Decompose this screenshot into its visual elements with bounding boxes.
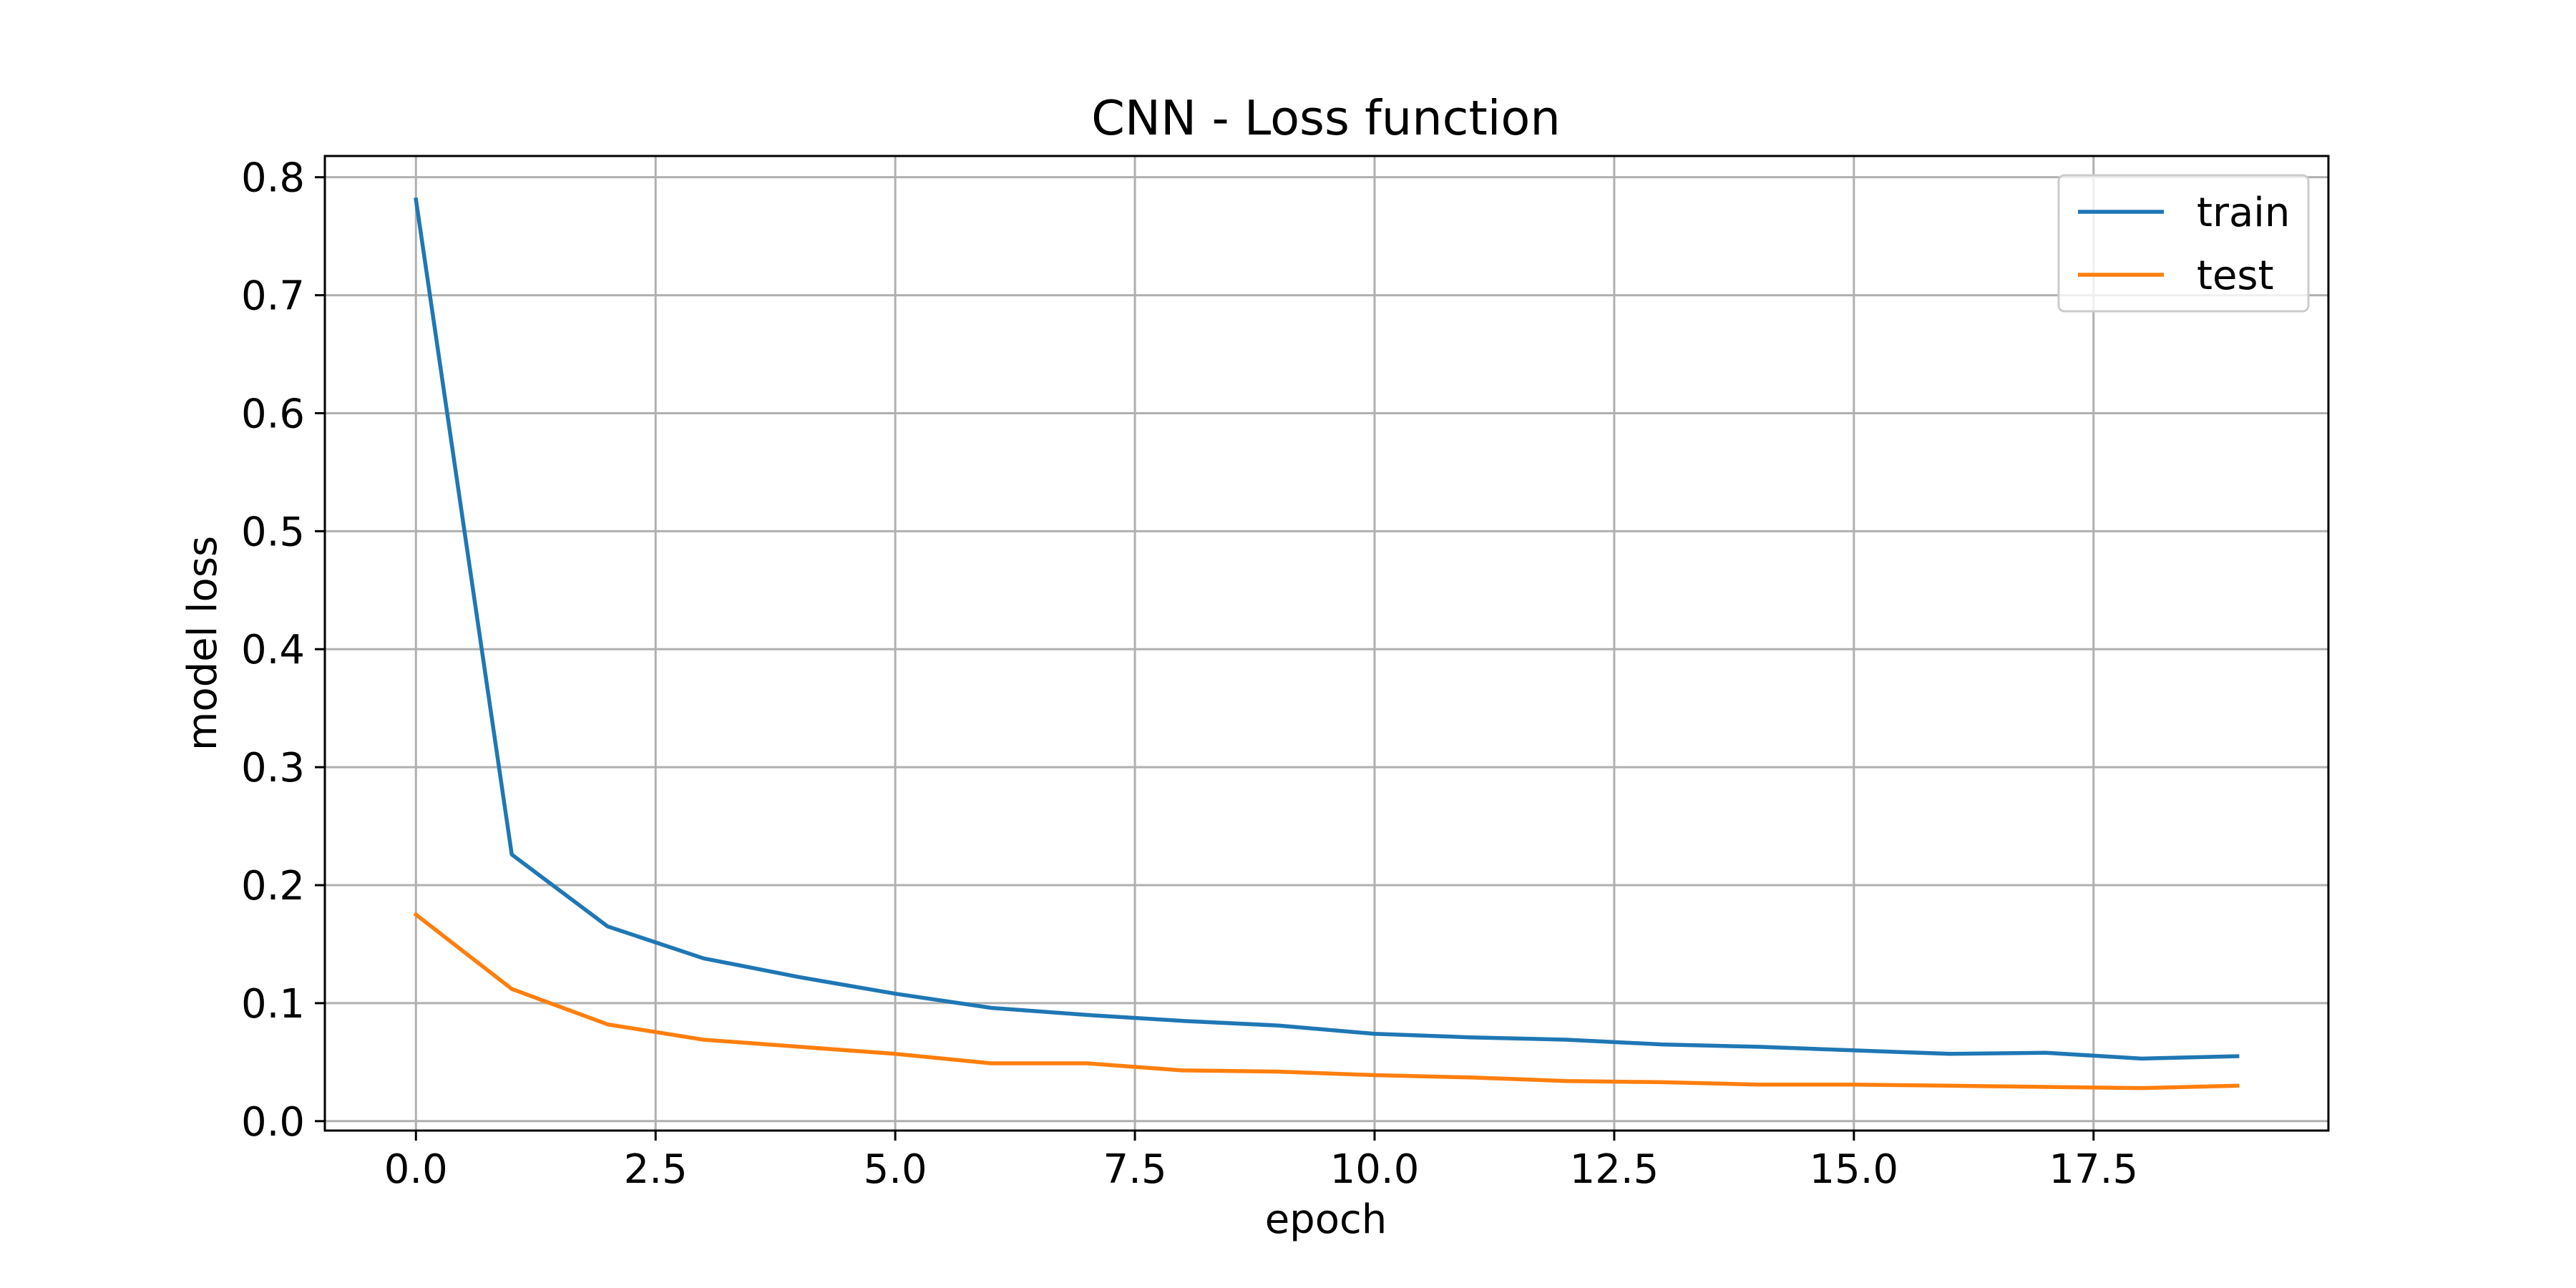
y-tick-label: 0.3: [241, 745, 305, 791]
x-tick-label: 10.0: [1330, 1146, 1420, 1193]
x-axis-ticks: 0.0 2.5 5.0 7.5 10.0 12.5 15.0 17.5: [384, 1131, 2138, 1193]
legend-label-test: test: [2197, 253, 2274, 299]
y-tick-label: 0.0: [241, 1099, 305, 1146]
legend-label-train: train: [2197, 190, 2290, 236]
y-tick-label: 0.7: [241, 273, 305, 320]
y-tick-label: 0.1: [241, 981, 305, 1028]
x-tick-label: 12.5: [1570, 1146, 1659, 1193]
y-tick-label: 0.8: [241, 155, 305, 202]
x-tick-label: 5.0: [864, 1146, 927, 1193]
series-line-test: [413, 912, 2240, 1091]
series-line-train: [414, 197, 2240, 1061]
grid-lines: [325, 156, 2328, 1131]
y-tick-label: 0.4: [241, 627, 305, 673]
x-tick-label: 0.0: [384, 1146, 448, 1193]
series-lines: [413, 197, 2240, 1091]
legend: train test: [2057, 174, 2310, 313]
y-tick-label: 0.2: [241, 863, 305, 909]
x-tick-label: 17.5: [2049, 1146, 2138, 1193]
legend-box: [2057, 174, 2310, 313]
x-axis-label: epoch: [1265, 1196, 1387, 1243]
x-tick-label: 15.0: [1809, 1146, 1898, 1193]
x-tick-label: 2.5: [624, 1146, 688, 1193]
y-axis-ticks: 0.0 0.1 0.2 0.3 0.4 0.5 0.6 0.7 0.8: [241, 155, 325, 1146]
chart-title: CNN - Loss function: [1091, 90, 1561, 146]
y-axis-label: model loss: [180, 536, 226, 751]
y-tick-label: 0.5: [241, 509, 305, 555]
y-tick-label: 0.6: [241, 391, 305, 437]
plot-frame: [323, 155, 2330, 1132]
x-tick-label: 7.5: [1103, 1146, 1167, 1193]
